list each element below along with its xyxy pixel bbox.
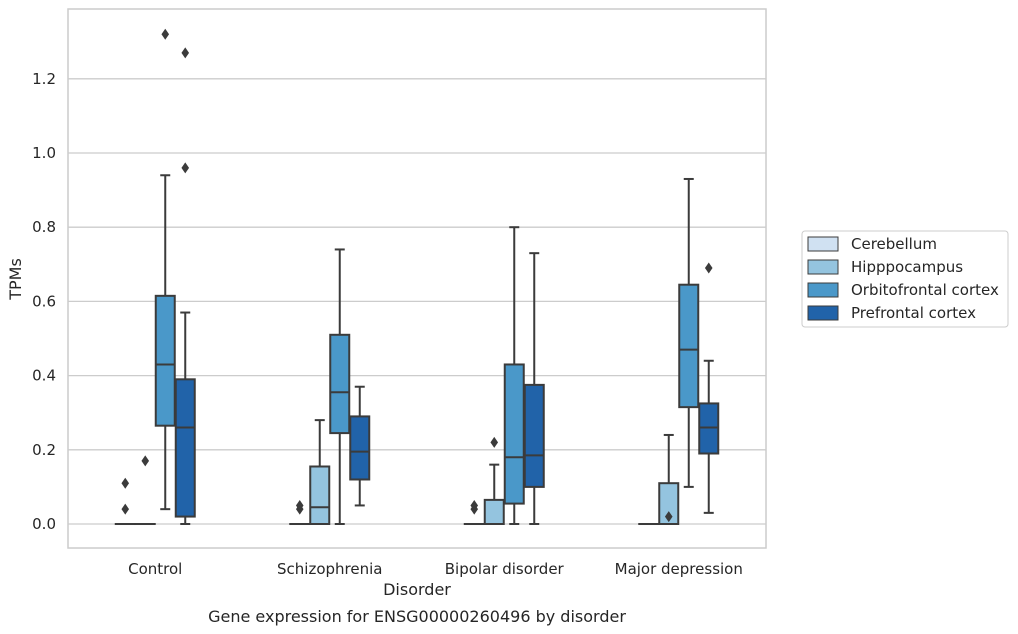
- box-orbitofrontal-cortex: [678, 177, 700, 488]
- box-orbitofrontal-cortex: [329, 248, 351, 525]
- y-tick-label: 1.2: [32, 70, 56, 88]
- box-cerebellum: [289, 499, 311, 526]
- outlier-marker: [121, 503, 130, 515]
- boxes-layer: [114, 28, 720, 526]
- plot-frame: [67, 8, 767, 549]
- box-cerebellum: [463, 499, 485, 526]
- y-tick-label: 0.2: [32, 441, 56, 459]
- box-body: [523, 383, 545, 488]
- box-hipppocampus: [309, 419, 331, 525]
- outlier-marker: [470, 499, 479, 511]
- y-tick-label: 0.6: [32, 292, 56, 310]
- legend-swatch: [807, 236, 839, 252]
- x-tick-labels: Control Schizophrenia Bipolar disorder Majo…: [128, 560, 743, 578]
- box-prefrontal-cortex: [349, 385, 371, 507]
- legend-frame: [801, 230, 1009, 328]
- outlier-marker: [181, 47, 190, 59]
- x-tick-label: Control: [128, 560, 182, 578]
- box-orbitofrontal-cortex: [154, 28, 176, 511]
- y-tick-label: 0.8: [32, 218, 56, 236]
- outlier-marker: [141, 455, 150, 467]
- legend-label: Prefrontal cortex: [851, 304, 976, 322]
- box-cerebellum: [114, 477, 136, 526]
- y-tick-label: 0.4: [32, 367, 56, 385]
- legend-label: Hipppocampus: [851, 258, 963, 276]
- y-tick-label: 0.0: [32, 515, 56, 533]
- box-body: [154, 294, 176, 427]
- y-axis-label: TPMs: [6, 258, 25, 301]
- box-orbitofrontal-cortex: [503, 226, 525, 525]
- legend: Cerebellum Hipppocampus Orbitofrontal cort…: [801, 230, 1009, 328]
- outlier-marker: [161, 28, 170, 40]
- box-hipppocampus: [134, 455, 156, 526]
- box-hipppocampus: [658, 433, 680, 526]
- box-hipppocampus: [483, 436, 505, 526]
- legend-swatch: [807, 259, 839, 275]
- y-tick-label: 1.0: [32, 144, 56, 162]
- x-tick-label: Bipolar disorder: [445, 560, 565, 578]
- box-body: [329, 333, 351, 435]
- outlier-marker: [121, 477, 130, 489]
- x-tick-label: Schizophrenia: [277, 560, 382, 578]
- outlier-marker: [295, 499, 304, 511]
- chart-caption: Gene expression for ENSG00000260496 by d…: [208, 607, 626, 626]
- x-axis-label: Disorder: [383, 580, 451, 599]
- x-tick-label: Major depression: [615, 560, 743, 578]
- box-body: [349, 415, 371, 481]
- y-tick-labels: 0.0 0.2 0.4 0.6 0.8 1.0 1.2: [32, 70, 56, 533]
- box-body: [503, 363, 525, 505]
- legend-swatch: [807, 282, 839, 298]
- box-prefrontal-cortex: [698, 262, 720, 514]
- box-body: [309, 465, 331, 525]
- box-prefrontal-cortex: [523, 252, 545, 525]
- legend-label: Cerebellum: [851, 235, 937, 253]
- box-body: [483, 498, 505, 526]
- outlier-marker: [490, 436, 499, 448]
- outlier-marker: [181, 162, 190, 174]
- legend-swatch: [807, 305, 839, 321]
- outlier-marker: [664, 511, 673, 523]
- box-body: [174, 378, 196, 518]
- outlier-marker: [704, 262, 713, 274]
- legend-label: Orbitofrontal cortex: [851, 281, 999, 299]
- box-body: [678, 283, 700, 409]
- box-prefrontal-cortex: [174, 47, 196, 525]
